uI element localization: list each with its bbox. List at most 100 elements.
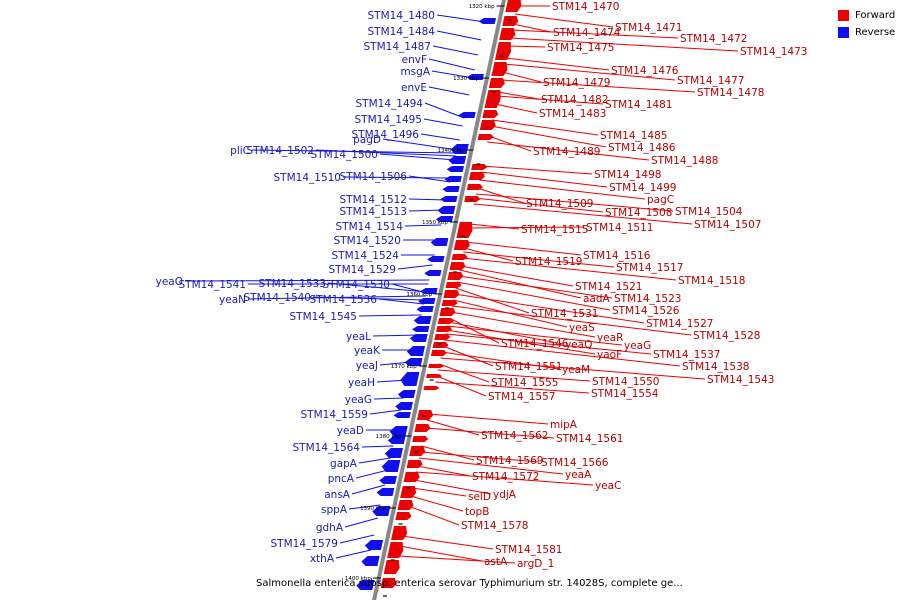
forward-gene-label[interactable]: STM14_1557 xyxy=(488,391,555,403)
reverse-gene-label[interactable]: pagD xyxy=(353,134,381,146)
forward-gene-label[interactable]: mipA xyxy=(550,419,578,431)
reverse-gene-label[interactable]: STM14_1559 xyxy=(301,409,368,421)
reverse-gene-label[interactable]: STM14_1510 xyxy=(274,172,341,184)
forward-gene-label[interactable]: STM14_1479 xyxy=(543,77,610,89)
forward-gene-35[interactable] xyxy=(406,460,423,468)
forward-gene-label[interactable]: yeaC xyxy=(595,480,621,492)
forward-gene-label[interactable]: STM14_1475 xyxy=(547,42,614,54)
forward-gene-label[interactable]: STM14_1507 xyxy=(694,219,761,231)
forward-gene-label[interactable]: STM14_1483 xyxy=(539,108,606,120)
reverse-gene-5[interactable] xyxy=(446,166,464,172)
forward-gene-15[interactable] xyxy=(453,240,470,250)
forward-gene-29[interactable] xyxy=(426,374,443,378)
forward-gene-label[interactable]: STM14_1527 xyxy=(646,318,713,330)
reverse-gene-label[interactable]: envF xyxy=(402,54,427,66)
reverse-gene-label[interactable]: STM14_1564 xyxy=(293,442,361,454)
reverse-gene-label[interactable]: STM14_1480 xyxy=(368,10,435,22)
forward-gene-label[interactable]: STM14_1538 xyxy=(682,361,749,373)
reverse-gene-label[interactable]: STM14_1502 xyxy=(247,145,314,157)
reverse-gene-label[interactable]: STM14_1506 xyxy=(340,171,408,183)
reverse-gene-9[interactable] xyxy=(437,206,456,214)
forward-gene-31[interactable] xyxy=(417,410,434,420)
forward-gene-label[interactable]: STM14_1498 xyxy=(594,169,661,181)
reverse-gene-3[interactable] xyxy=(450,144,469,154)
reverse-gene-label[interactable]: STM14_1540 xyxy=(244,292,311,304)
forward-gene-7[interactable] xyxy=(482,110,499,118)
forward-gene-label[interactable]: STM14_1569 xyxy=(476,455,543,467)
forward-gene-label[interactable]: yeaM xyxy=(562,364,590,376)
forward-gene-32[interactable] xyxy=(414,424,431,432)
forward-gene-label[interactable]: STM14_1489 xyxy=(533,146,600,158)
forward-gene-label[interactable]: STM14_1543 xyxy=(707,374,774,386)
forward-gene-23[interactable] xyxy=(437,318,454,324)
forward-gene-label[interactable]: yaoF xyxy=(597,349,622,361)
forward-gene-14[interactable] xyxy=(456,222,473,238)
forward-gene-label[interactable]: STM14_1517 xyxy=(616,262,683,274)
forward-gene-27[interactable] xyxy=(430,350,447,356)
forward-gene-label[interactable]: STM14_1515 xyxy=(521,224,588,236)
reverse-gene-16[interactable] xyxy=(416,306,434,312)
reverse-gene-label[interactable]: STM14_1536 xyxy=(310,294,378,306)
forward-gene-40[interactable] xyxy=(391,526,408,540)
forward-gene-label[interactable]: topB xyxy=(465,506,489,518)
forward-gene-13[interactable] xyxy=(464,196,481,202)
forward-gene-3[interactable] xyxy=(494,42,511,60)
reverse-gene-35[interactable] xyxy=(356,580,375,590)
reverse-gene-label[interactable]: pliC xyxy=(230,145,250,157)
forward-gene-label[interactable]: STM14_1554 xyxy=(591,388,659,400)
reverse-gene-label[interactable]: ansA xyxy=(324,489,351,501)
forward-gene-6[interactable] xyxy=(484,90,501,108)
reverse-gene-1[interactable] xyxy=(466,74,484,80)
forward-gene-22[interactable] xyxy=(439,308,456,316)
forward-gene-21[interactable] xyxy=(441,300,458,306)
reverse-gene-label[interactable]: STM14_1495 xyxy=(355,114,422,126)
reverse-gene-label[interactable]: pncA xyxy=(328,473,355,485)
forward-gene-0[interactable] xyxy=(505,0,522,12)
forward-gene-label[interactable]: STM14_1518 xyxy=(678,275,745,287)
reverse-gene-19[interactable] xyxy=(409,334,428,342)
forward-gene-label[interactable]: STM14_1578 xyxy=(461,520,528,532)
forward-gene-label[interactable]: STM14_1581 xyxy=(495,544,562,556)
reverse-gene-label[interactable]: yeaJ xyxy=(356,360,378,372)
forward-gene-label[interactable]: STM14_1555 xyxy=(491,377,558,389)
forward-gene-1[interactable] xyxy=(502,16,519,26)
reverse-gene-label[interactable]: yeaN xyxy=(219,294,246,306)
reverse-gene-24[interactable] xyxy=(395,402,413,410)
reverse-gene-13[interactable] xyxy=(424,270,442,276)
forward-gene-39[interactable] xyxy=(395,512,412,520)
forward-gene-label[interactable]: selD xyxy=(468,491,491,503)
forward-gene-label[interactable]: yeaS xyxy=(569,322,595,334)
reverse-gene-30[interactable] xyxy=(379,476,397,484)
forward-gene-label[interactable]: STM14_1551 xyxy=(495,361,562,373)
reverse-gene-2[interactable] xyxy=(458,112,476,118)
forward-gene-label[interactable]: yeaQ xyxy=(565,339,592,351)
reverse-gene-27[interactable] xyxy=(387,436,406,444)
reverse-gene-33[interactable] xyxy=(364,540,384,550)
reverse-gene-label[interactable]: STM14_1529 xyxy=(329,264,396,276)
forward-gene-label[interactable]: yeaG xyxy=(624,340,651,352)
reverse-gene-22[interactable] xyxy=(400,372,420,386)
forward-gene-25[interactable] xyxy=(434,334,451,340)
forward-gene-label[interactable]: STM14_1519 xyxy=(515,256,582,268)
forward-gene-label[interactable]: STM14_1478 xyxy=(697,87,764,99)
reverse-gene-label[interactable]: STM14_1533 xyxy=(259,278,326,290)
forward-gene-label[interactable]: pagC xyxy=(647,194,674,206)
reverse-gene-label[interactable]: yeaG xyxy=(345,394,372,406)
forward-gene-label[interactable]: STM14_1528 xyxy=(693,330,760,342)
forward-gene-label[interactable]: STM14_1472 xyxy=(680,33,747,45)
forward-gene-label[interactable]: STM14_1482 xyxy=(541,94,608,106)
forward-gene-label[interactable]: STM14_1523 xyxy=(614,293,681,305)
forward-gene-label[interactable]: STM14_1488 xyxy=(651,155,718,167)
forward-gene-label[interactable]: STM14_1470 xyxy=(552,1,619,13)
reverse-gene-label[interactable]: msgA xyxy=(400,66,430,78)
forward-gene-label[interactable]: STM14_1526 xyxy=(612,305,680,317)
reverse-gene-label[interactable]: STM14_1514 xyxy=(336,221,404,233)
forward-gene-37[interactable] xyxy=(400,486,417,498)
reverse-gene-label[interactable]: STM14_1530 xyxy=(323,279,390,291)
forward-gene-label[interactable]: STM14_1550 xyxy=(592,376,659,388)
forward-gene-17[interactable] xyxy=(449,262,466,270)
reverse-gene-20[interactable] xyxy=(406,346,426,356)
forward-gene-label[interactable]: STM14_1471 xyxy=(615,22,682,34)
reverse-gene-label[interactable]: STM14_1496 xyxy=(352,129,420,141)
forward-gene-label[interactable]: STM14_1481 xyxy=(605,99,672,111)
